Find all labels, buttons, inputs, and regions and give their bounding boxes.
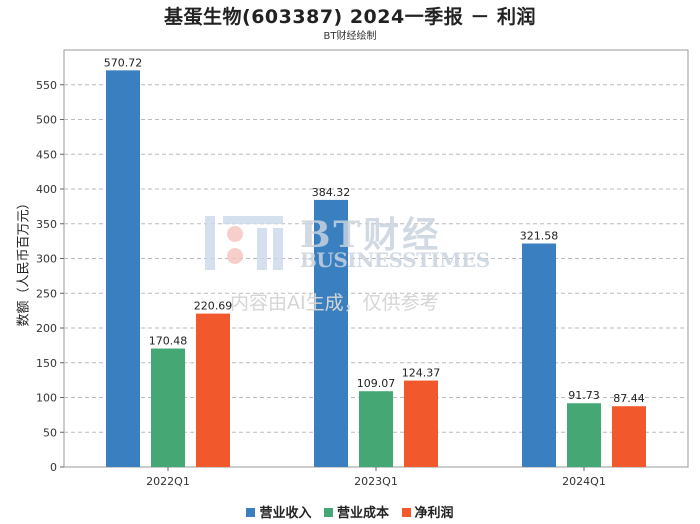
bar (314, 199, 348, 468)
legend-swatch-revenue (246, 508, 256, 517)
bar (196, 313, 230, 467)
y-tick-label: 500 (36, 114, 57, 127)
data-label: 321.58 (520, 230, 559, 243)
y-tick-label: 100 (36, 392, 57, 405)
y-tick-label: 300 (36, 253, 57, 266)
y-tick-label: 350 (36, 218, 57, 231)
bar (522, 243, 556, 467)
bar (404, 380, 438, 467)
y-tick-label: 50 (43, 426, 57, 439)
data-label: 91.73 (568, 389, 600, 402)
legend: 营业收入 营业成本 净利润 (0, 502, 700, 521)
y-tick-label: 400 (36, 183, 57, 196)
y-tick-label: 450 (36, 148, 57, 161)
legend-label-cost: 营业成本 (336, 506, 389, 521)
legend-item-revenue: 营业收入 (246, 502, 311, 521)
bar (106, 70, 140, 467)
chart-title: 基蛋生物(603387) 2024一季报 － 利润 (164, 6, 536, 28)
legend-swatch-net-profit (401, 508, 411, 517)
legend-item-net-profit: 净利润 (401, 502, 454, 521)
bar (567, 403, 601, 467)
y-tick-label: 150 (36, 357, 57, 370)
bar (359, 391, 393, 467)
legend-swatch-cost (323, 508, 333, 517)
bar (612, 406, 646, 467)
data-label: 384.32 (312, 186, 351, 199)
y-tick-label: 250 (36, 287, 57, 300)
chart-subtitle: BT财经绘制 (323, 31, 377, 42)
x-tick-label: 2022Q1 (146, 475, 190, 488)
legend-label-revenue: 营业收入 (259, 506, 312, 521)
bar (151, 348, 185, 467)
data-label: 570.72 (104, 56, 143, 69)
legend-item-cost: 营业成本 (323, 502, 389, 521)
data-label: 124.37 (402, 367, 441, 380)
y-tick-label: 200 (36, 322, 57, 335)
y-tick-label: 0 (50, 461, 57, 474)
x-tick-label: 2024Q1 (562, 475, 606, 488)
data-label: 220.69 (194, 300, 233, 313)
y-tick-label: 550 (36, 79, 57, 92)
legend-label-net-profit: 净利润 (414, 506, 454, 521)
data-label: 109.07 (357, 377, 396, 390)
x-tick-label: 2023Q1 (354, 475, 398, 488)
data-label: 87.44 (613, 392, 645, 405)
data-label: 170.48 (149, 335, 188, 348)
